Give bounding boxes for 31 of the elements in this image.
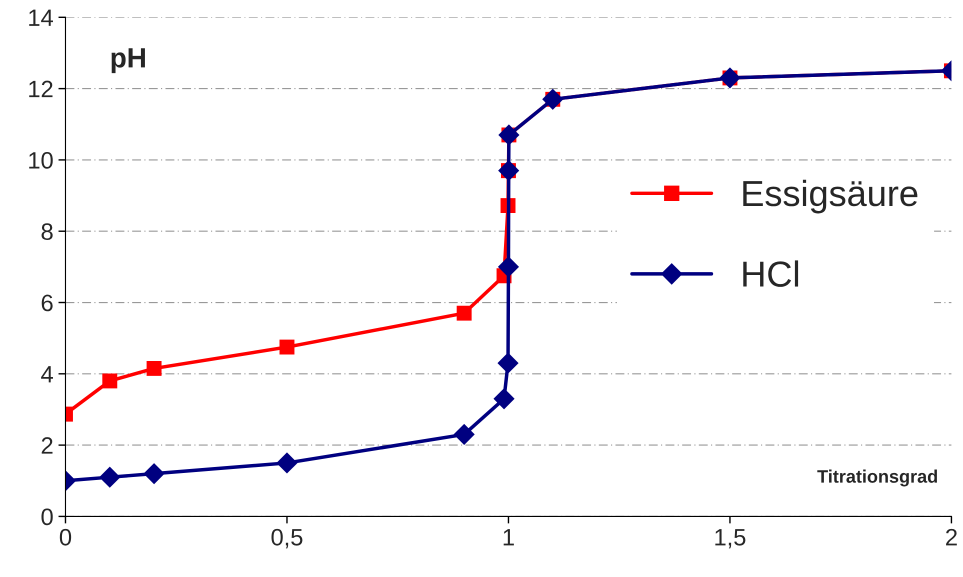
x-tick-label: 1	[504, 529, 514, 546]
point	[498, 256, 519, 278]
point	[498, 352, 518, 374]
x-tick-label: 1,5	[715, 529, 746, 548]
point	[99, 466, 120, 488]
legend-label: Essigsäure	[743, 180, 918, 214]
point	[456, 306, 472, 321]
x-tick-label: 2	[946, 528, 957, 546]
point	[498, 160, 520, 181]
annotation: Titrationsgrad	[817, 470, 937, 486]
y-tick-label: 6	[42, 294, 53, 312]
point	[144, 463, 164, 484]
point	[454, 424, 475, 445]
point	[102, 373, 118, 388]
y-tick-label: 12	[29, 80, 52, 98]
y-tick-label: 4	[41, 366, 53, 382]
legend-label: HCl	[743, 260, 798, 287]
y-tick-label: 2	[42, 437, 52, 454]
y-tick-label: 8	[42, 223, 53, 240]
y-tick-label: 0	[41, 508, 53, 526]
x-tick-label: 0,5	[271, 528, 302, 548]
point	[542, 88, 564, 110]
y-tick-label: 14	[29, 10, 53, 26]
point	[276, 452, 298, 474]
point	[280, 340, 294, 355]
y-tick-label: 10	[29, 152, 53, 169]
point	[494, 388, 514, 410]
annotation: pH	[112, 48, 145, 74]
point	[146, 361, 162, 376]
point	[498, 124, 520, 146]
x-tick-label: 0	[60, 528, 72, 546]
